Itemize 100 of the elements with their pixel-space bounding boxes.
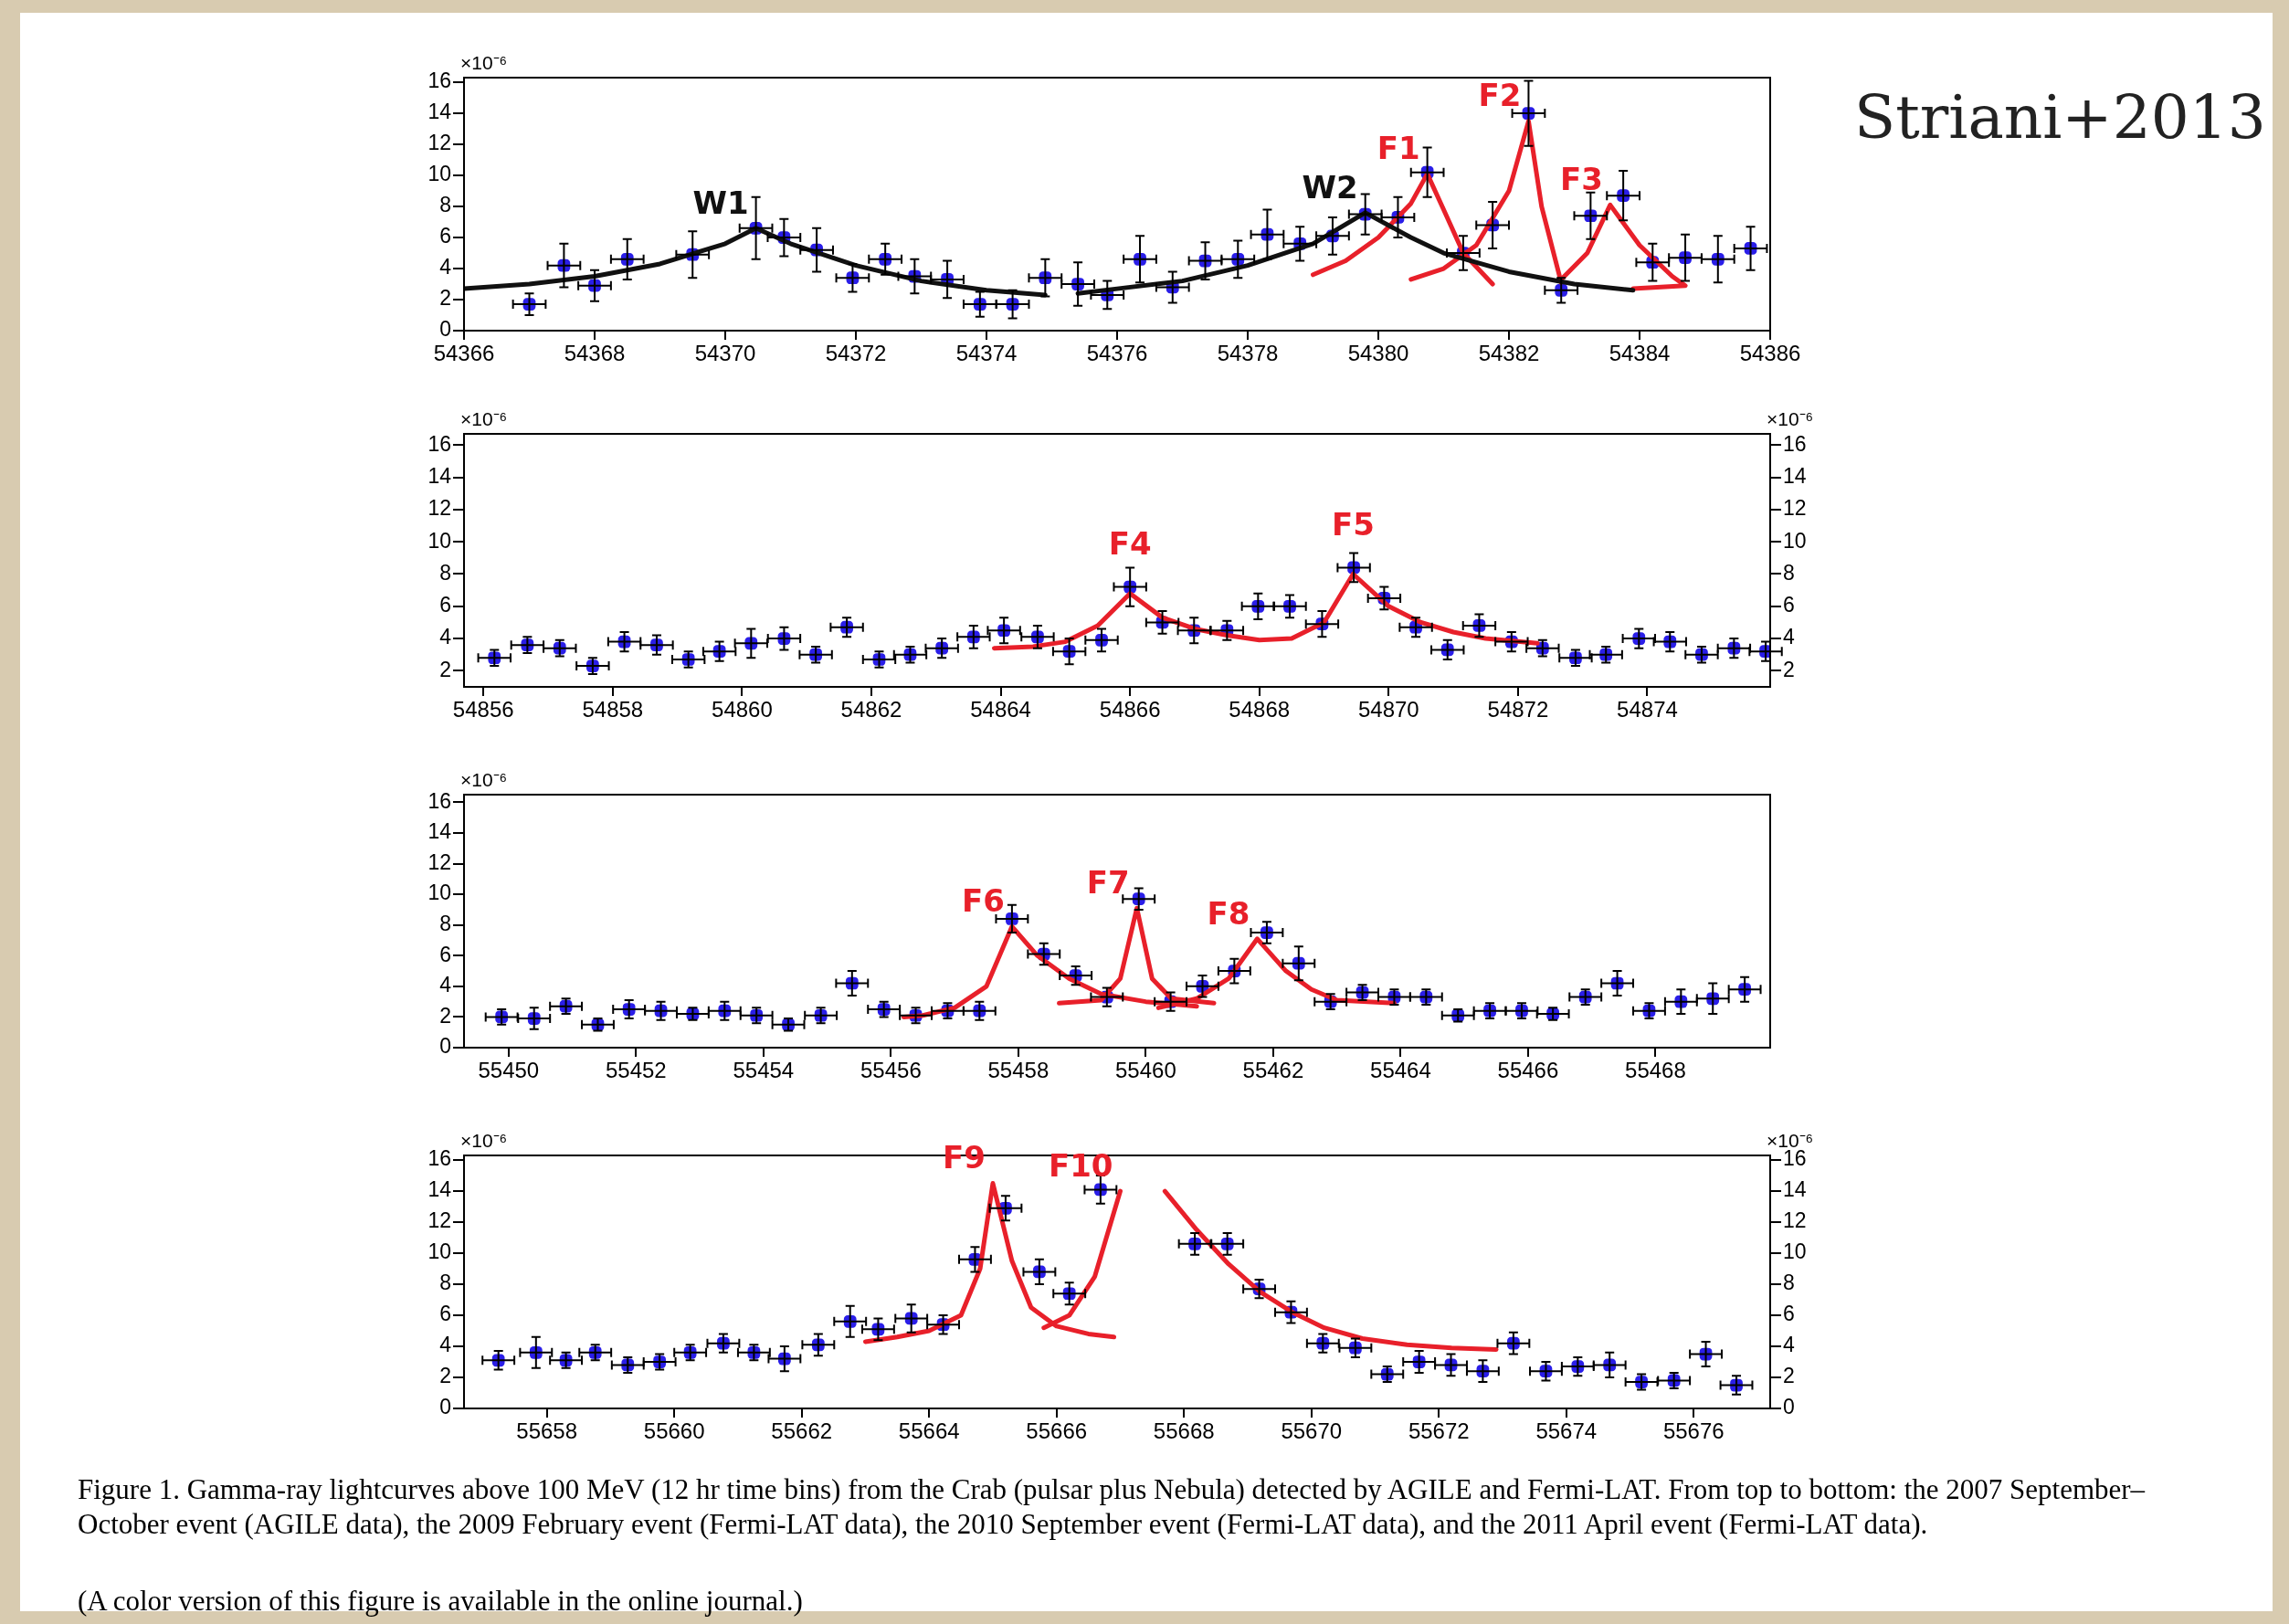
y-tick-label: 2	[439, 1003, 451, 1028]
x-tick-label: 54860	[712, 697, 773, 722]
y2-tick-label: 6	[1783, 1302, 1795, 1326]
y2-tick-label: 10	[1783, 1239, 1807, 1264]
x-tick-label: 55460	[1115, 1058, 1176, 1083]
caption: Figure 1. Gamma-ray lightcurves above 100 MeV (12 hr time bins) from the Crab (pulsar plus Nebula) detected by AGILE and Fermi-LAT. From top to bottom: the 2007 September–October event (AGILE data), the 2009 February event (Fermi-LAT data), the 2010 September event (Fermi-LAT data), and the 2011 April event (Fermi-LAT data).	[78, 1472, 2147, 1542]
x-tick-label: 54864	[970, 697, 1031, 722]
series-label: W2	[1302, 168, 1358, 206]
y-tick-label: 8	[439, 560, 451, 585]
y-tick-label: 6	[439, 593, 451, 617]
annotation: F4	[1108, 525, 1152, 563]
x-tick-label: 55662	[771, 1418, 833, 1444]
annotation: F5	[1331, 506, 1375, 543]
y-tick-label: 0	[439, 1034, 451, 1059]
series-label: F6	[962, 882, 1005, 920]
x-tick-label: 55450	[478, 1058, 540, 1083]
y2-axis-title: ×10⁻⁶	[1767, 408, 1814, 430]
x-tick-label: 54368	[564, 341, 626, 366]
y2-tick-label: 4	[1783, 1333, 1795, 1357]
y-tick-label: 2	[439, 286, 451, 311]
y-axis-title: ×10⁻⁶	[460, 52, 508, 74]
y2-tick-label: 4	[1783, 625, 1795, 649]
y-tick-label: 10	[427, 528, 451, 553]
series-label: F7	[1086, 864, 1130, 902]
y2-tick-label: 12	[1783, 496, 1807, 521]
series-label: F3	[1559, 161, 1603, 198]
x-tick-label: 55454	[733, 1058, 795, 1083]
y2-tick-label: 10	[1783, 528, 1807, 553]
y-tick-label: 0	[439, 317, 451, 342]
y2-tick-label: 0	[1783, 1395, 1795, 1419]
x-tick-label: 55670	[1281, 1418, 1343, 1444]
y-tick-label: 12	[427, 131, 451, 155]
y-axis-title: ×10⁻⁶	[460, 769, 508, 791]
x-tick-label: 55464	[1370, 1058, 1431, 1083]
y-axis-title: ×10⁻⁶	[460, 408, 508, 430]
y-tick-label: 4	[439, 255, 452, 279]
y-tick-label: 8	[439, 193, 451, 217]
y-tick-label: 8	[439, 912, 451, 936]
y-tick-label: 16	[427, 788, 451, 813]
y-tick-label: 4	[439, 973, 452, 997]
x-tick-label: 55668	[1153, 1418, 1215, 1444]
y-tick-label: 4	[439, 1333, 452, 1357]
y2-tick-label: 6	[1783, 593, 1795, 617]
y-tick-label: 8	[439, 1271, 451, 1295]
y-tick-label: 2	[439, 1364, 451, 1388]
y2-tick-label: 16	[1783, 1146, 1807, 1171]
x-tick-label: 55666	[1026, 1418, 1088, 1444]
x-tick-label: 54862	[840, 697, 902, 722]
y-tick-label: 16	[427, 1146, 451, 1171]
x-tick-label: 54866	[1099, 697, 1161, 722]
y-tick-label: 12	[427, 849, 451, 874]
x-tick-label: 54870	[1357, 697, 1419, 722]
y-tick-label: 12	[427, 1208, 451, 1233]
x-tick-label: 55676	[1662, 1418, 1725, 1444]
x-tick-label: 54868	[1229, 697, 1291, 722]
text: Striani+2013	[1854, 82, 2266, 153]
x-tick-label: 55462	[1242, 1058, 1304, 1083]
y2-tick-label: 14	[1783, 1177, 1807, 1202]
x-tick-label: 55458	[987, 1058, 1050, 1083]
x-tick-label: 54378	[1217, 341, 1279, 366]
series-label: F10	[1048, 1146, 1113, 1184]
x-tick-label: 54380	[1347, 341, 1409, 366]
y-tick-label: 12	[427, 496, 451, 521]
y-tick-label: 6	[439, 942, 451, 966]
x-tick-label: 54872	[1487, 697, 1549, 722]
x-tick-label: 54366	[433, 341, 495, 366]
y-tick-label: 10	[427, 162, 451, 186]
y2-tick-label: 12	[1783, 1208, 1807, 1233]
y-tick-label: 16	[427, 431, 451, 456]
series-label: F8	[1207, 894, 1250, 932]
y-tick-label: 4	[439, 625, 452, 649]
x-tick-label: 55468	[1625, 1058, 1686, 1083]
x-tick-label: 55466	[1497, 1058, 1559, 1083]
y2-tick-label: 16	[1783, 431, 1807, 456]
y-tick-label: 14	[427, 100, 452, 124]
y-tick-label: 10	[427, 881, 451, 905]
y-tick-label: 14	[427, 819, 452, 844]
x-tick-label: 54858	[582, 697, 644, 722]
y-tick-label: 14	[427, 1177, 452, 1202]
x-tick-label: 55660	[643, 1418, 705, 1444]
x-tick-label: 55456	[860, 1058, 922, 1083]
x-tick-label: 54376	[1086, 341, 1148, 366]
y2-tick-label: 2	[1783, 1364, 1795, 1388]
y2-tick-label: 8	[1783, 1271, 1795, 1295]
x-tick-label: 54374	[955, 341, 1018, 366]
x-tick-label: 54384	[1609, 341, 1671, 366]
x-tick-label: 54382	[1478, 341, 1540, 366]
y-axis-title: ×10⁻⁶	[460, 1130, 508, 1152]
y2-tick-label: 14	[1783, 463, 1807, 488]
series-label: F2	[1478, 77, 1522, 114]
x-tick-label: 55672	[1408, 1418, 1470, 1444]
y-tick-label: 6	[439, 1302, 451, 1326]
y-tick-label: 10	[427, 1239, 451, 1264]
x-tick-label: 54856	[452, 697, 514, 722]
y2-tick-label: 8	[1783, 560, 1795, 585]
y-tick-label: 16	[427, 69, 451, 93]
y-tick-label: 6	[439, 224, 451, 248]
x-tick-label: 54386	[1739, 341, 1801, 366]
series-label: W1	[692, 184, 749, 221]
x-tick-label: 55664	[898, 1418, 960, 1444]
